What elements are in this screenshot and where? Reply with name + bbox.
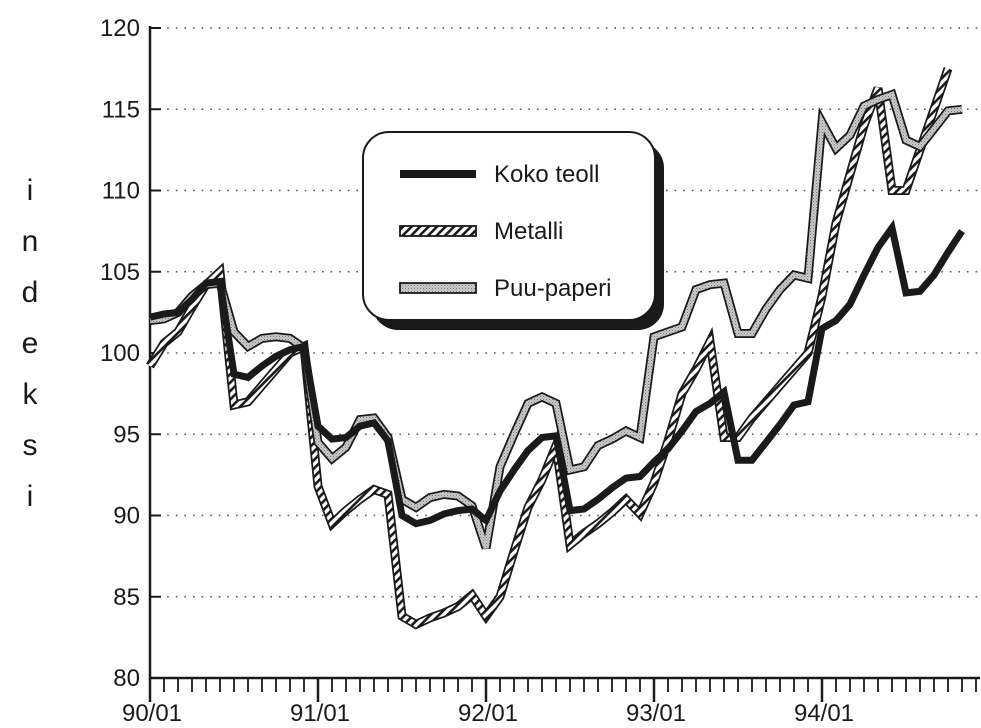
legend-box — [362, 131, 656, 321]
series-puu-paperi-fill — [149, 91, 963, 549]
series-metalli — [146, 67, 953, 630]
y-tick-label: 105 — [100, 259, 140, 286]
y-tick-label: 100 — [100, 340, 140, 367]
legend-item-metalli: Metalli — [399, 218, 563, 245]
x-tick-label: 90/01 — [122, 700, 182, 727]
legend-label: Koko teoll — [494, 161, 599, 188]
y-axis-label-letter: e — [22, 327, 39, 360]
y-axis-label-letter: d — [22, 276, 39, 309]
series-metalli-fill — [147, 67, 951, 628]
y-tick-labels: 80 85 90 95 100 105 110 115 120 — [100, 15, 140, 692]
legend-item-puu-paperi: Puu-paperi — [399, 275, 611, 302]
y-tick-label: 85 — [113, 584, 140, 611]
legend-label: Metalli — [494, 218, 563, 245]
legend-swatch — [399, 225, 477, 237]
y-axis-label-letter: s — [23, 429, 38, 462]
x-tick-label: 93/01 — [626, 700, 686, 727]
series-koko-teoll — [149, 219, 965, 528]
series-lines — [146, 67, 965, 630]
x-tick-label: 91/01 — [290, 700, 350, 727]
y-tick-label: 120 — [100, 15, 140, 42]
y-tick-label: 80 — [113, 665, 140, 692]
legend-label: Puu-paperi — [494, 275, 611, 302]
y-tick-label: 90 — [113, 503, 140, 530]
y-tick-label: 115 — [102, 96, 140, 123]
series-puu-paperi — [149, 88, 963, 550]
legend: Koko teoll Metalli Puu-paperi — [362, 131, 664, 330]
y-axis-label-letter: i — [27, 480, 34, 513]
axes — [148, 26, 980, 702]
x-tick-label: 94/01 — [794, 700, 854, 727]
legend-item-koko-teoll: Koko teoll — [400, 161, 599, 188]
y-axis-label-letter: k — [23, 378, 39, 411]
y-tick-label: 110 — [102, 178, 140, 205]
y-axis-label-letter: i — [27, 174, 34, 207]
x-tick-labels: 90/01 91/01 92/01 93/01 94/01 — [122, 700, 854, 727]
x-tick-label: 92/01 — [458, 700, 518, 727]
legend-swatch — [399, 282, 477, 294]
y-tick-label: 95 — [113, 421, 140, 448]
y-axis-label-letter: n — [22, 225, 39, 258]
